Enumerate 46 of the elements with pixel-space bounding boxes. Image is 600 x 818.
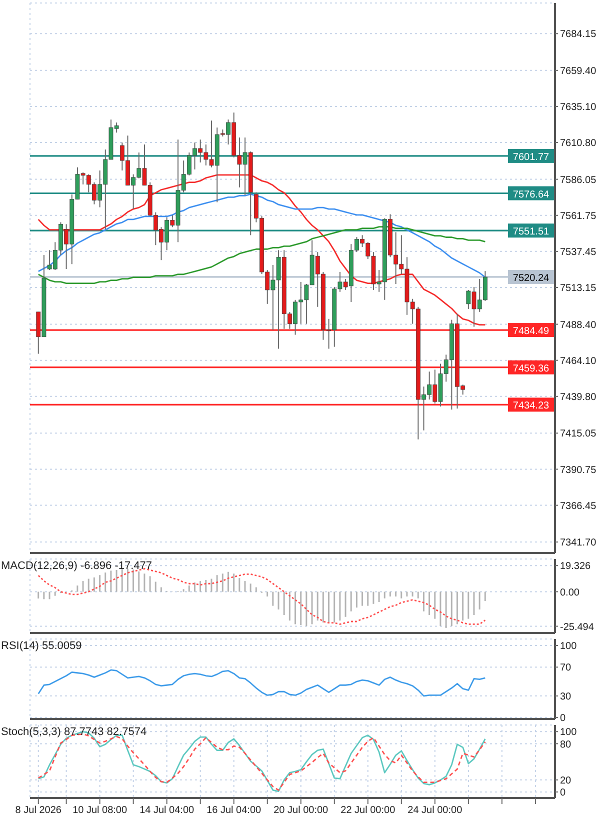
y-tick-label: 7635.10 xyxy=(560,102,597,114)
y-tick-label: 7439.80 xyxy=(560,392,597,403)
y-tick-label: 100 xyxy=(560,641,578,652)
y-tick-label: 7684.15 xyxy=(560,29,597,40)
y-tick-label: 7341.70 xyxy=(560,538,597,549)
y-tick-label: 0 xyxy=(560,713,566,724)
line-series xyxy=(38,669,486,697)
y-tick-label: 30 xyxy=(560,691,572,702)
x-tick-label: 22 Jul 00:00 xyxy=(340,805,396,816)
x-tick-label: 20 Jul 00:00 xyxy=(274,805,329,816)
y-tick-label: 19.326 xyxy=(560,561,592,572)
y-tick-label: 7610.80 xyxy=(560,138,597,150)
line-series xyxy=(38,226,486,284)
y-tick-label: 7537.45 xyxy=(560,246,597,258)
chart-title: MACD(12,26,9) -6.896 -17.477 xyxy=(1,560,152,572)
x-tick-label: 8 Jul 2026 xyxy=(15,805,62,816)
y-tick-label: 7513.15 xyxy=(560,283,597,294)
y-tick-label: 70 xyxy=(560,662,572,674)
y-tick-label: 7488.40 xyxy=(560,320,597,331)
ref-line-label: 7459.36 xyxy=(512,363,550,374)
y-tick-label: 20 xyxy=(560,775,572,786)
y-tick-label: 7366.45 xyxy=(560,500,597,512)
y-tick-label: 7586.05 xyxy=(560,174,597,186)
x-tick-label: 10 Jul 08:00 xyxy=(72,805,128,816)
y-tick-label: 7464.10 xyxy=(560,356,597,367)
ref-line-label: 7484.49 xyxy=(512,326,550,338)
y-tick-label: 7415.05 xyxy=(560,428,597,440)
y-tick-label: 7659.40 xyxy=(560,66,597,77)
y-tick-label: 80 xyxy=(560,739,572,750)
ref-line-label: 7434.23 xyxy=(512,400,550,412)
y-tick-label: -25.494 xyxy=(560,622,594,633)
y-tick-label: 7390.75 xyxy=(560,464,597,476)
chart-title: Stoch(5,3,3) 87.7743 82.7574 xyxy=(1,726,147,738)
ref-line-label: 7576.64 xyxy=(512,189,550,200)
chart-title: RSI(14) 55.0059 xyxy=(1,640,82,652)
ref-line-label: 7551.51 xyxy=(512,226,550,238)
ref-line-label: 7601.77 xyxy=(512,152,550,163)
y-tick-label: 0 xyxy=(560,788,566,799)
line-series xyxy=(38,174,486,326)
x-tick-label: 14 Jul 04:00 xyxy=(140,805,195,816)
y-tick-label: 7561.75 xyxy=(560,210,597,222)
x-tick-label: 16 Jul 04:00 xyxy=(206,805,262,816)
y-tick-label: 100 xyxy=(560,727,578,738)
ref-line-label: 7520.24 xyxy=(512,272,550,284)
y-tick-label: 0.00 xyxy=(560,587,580,598)
x-tick-label: 24 Jul 00:00 xyxy=(408,805,463,816)
